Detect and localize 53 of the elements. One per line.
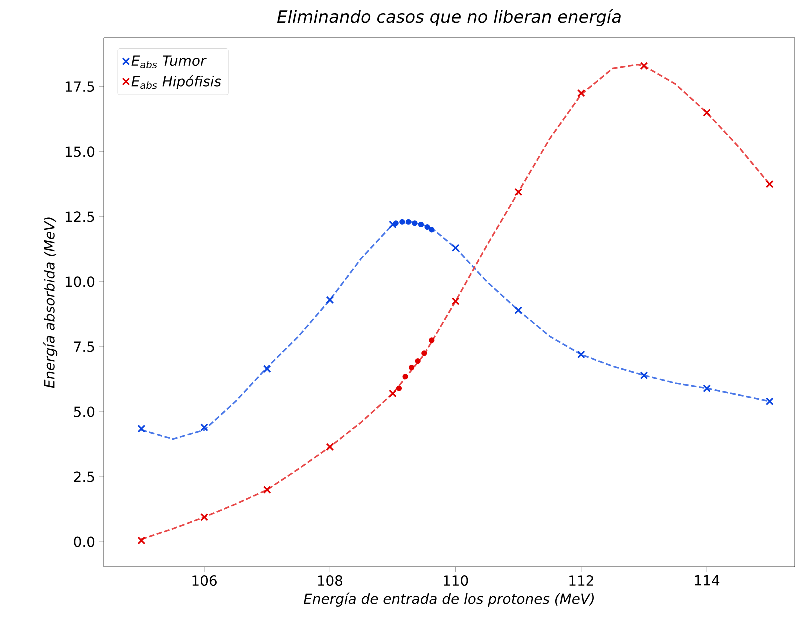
point: [452, 244, 460, 252]
point: [429, 338, 435, 344]
point: [424, 224, 430, 230]
y-axis-title: Energía absorbida (MeV): [44, 218, 58, 388]
x-axis-title: Energía de entrada de los protones (MeV): [304, 592, 594, 607]
point: [263, 486, 272, 494]
x-tick-label: 110: [444, 576, 468, 586]
y-tick-label: 15.0: [66, 146, 95, 158]
chart-title: Eliminando casos que no liberan energía: [277, 9, 621, 26]
legend-label: E$_{abs}$ Hipófisis: [132, 75, 222, 90]
y-tick-label: 10.0: [66, 276, 95, 288]
point: [640, 372, 648, 380]
point: [400, 219, 406, 225]
point: [138, 536, 146, 545]
y-tick-label: 12.5: [66, 212, 94, 222]
x-tick-label: 114: [695, 576, 720, 586]
point: [429, 227, 435, 233]
legend-label: E$_{abs}$ Tumor: [132, 56, 207, 69]
point: [412, 220, 418, 226]
point: [640, 62, 648, 70]
point: [766, 398, 774, 406]
point: [766, 180, 774, 188]
point: [577, 89, 586, 98]
point: [514, 306, 523, 315]
point: [452, 297, 460, 306]
point: [388, 390, 397, 398]
point: [326, 296, 334, 304]
point: [388, 220, 397, 229]
point: [577, 350, 586, 359]
point: [263, 365, 272, 374]
x-tick-label: 106: [192, 576, 217, 586]
point: [200, 513, 208, 522]
point: [200, 424, 208, 432]
point: [326, 443, 334, 452]
point: [406, 219, 412, 225]
x-tick-label: 108: [318, 576, 342, 586]
point: [409, 364, 415, 371]
point: [415, 358, 421, 364]
point: [393, 220, 399, 226]
y-tick-label: 2.5: [74, 472, 94, 482]
y-tick-label: 17.5: [66, 82, 94, 92]
point: [514, 188, 523, 196]
x-tick-label: 112: [570, 576, 594, 586]
point: [422, 350, 428, 356]
point: [418, 222, 424, 228]
y-tick-label: 5.0: [74, 406, 95, 418]
y-tick-label: 0.0: [74, 536, 95, 548]
point: [402, 374, 408, 380]
point: [138, 424, 146, 433]
point: [703, 384, 712, 393]
point: [703, 108, 712, 117]
y-tick-label: 7.5: [74, 342, 94, 352]
point: [396, 386, 402, 392]
